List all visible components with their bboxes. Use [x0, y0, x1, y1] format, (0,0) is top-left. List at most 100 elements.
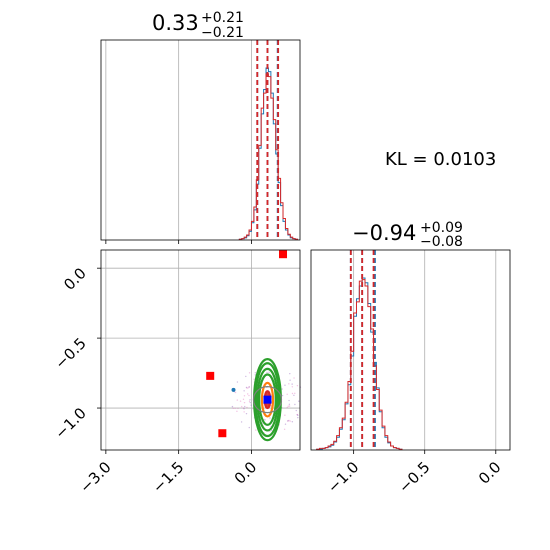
- sample-point: [236, 381, 239, 383]
- kl-annotation: KL = 0.0103: [385, 149, 496, 170]
- sample-point: [269, 430, 271, 433]
- sample-point: [283, 428, 286, 430]
- panel-frame: [100, 39, 301, 241]
- y-tick-label: −0.5: [51, 334, 89, 372]
- histogram-series-0: [316, 277, 403, 450]
- x-tick-label: 0.0: [475, 458, 505, 488]
- sample-point: [286, 406, 288, 409]
- contour-level: [254, 362, 281, 438]
- sample-point: [246, 393, 249, 395]
- sample-point: [296, 414, 298, 416]
- sample-point: [248, 386, 250, 388]
- title-param1-plus: +0.09: [420, 220, 463, 236]
- panel-frame: [310, 249, 511, 451]
- x-tick-label: −1.0: [324, 458, 362, 496]
- sample-point: [281, 388, 283, 390]
- x-tick-label: 0.0: [231, 458, 261, 488]
- contour-level: [258, 373, 277, 426]
- sample-point: [239, 400, 242, 402]
- marker-blue-square: [263, 395, 272, 404]
- sample-point: [289, 372, 291, 375]
- contour-level: [253, 357, 282, 442]
- sample-point: [294, 403, 296, 406]
- sample-point: [287, 420, 289, 422]
- sample-point: [246, 406, 248, 409]
- sample-point: [236, 399, 239, 401]
- marker-red-square: [279, 250, 288, 259]
- sample-point: [234, 391, 237, 394]
- marker-red-square: [218, 429, 227, 438]
- sample-point: [240, 421, 243, 423]
- sample-point: [242, 407, 245, 409]
- sample-point: [249, 401, 251, 404]
- sample-point: [291, 392, 294, 395]
- title-param1-median: −0.94: [352, 221, 416, 245]
- sample-point: [298, 400, 300, 402]
- sample-point: [249, 399, 251, 401]
- sample-point: [243, 395, 246, 397]
- x-tick-label: −1.5: [149, 458, 187, 496]
- marker-red-square: [206, 371, 215, 380]
- sample-point: [284, 384, 286, 386]
- panel-frame: [100, 249, 301, 451]
- sample-point: [287, 420, 289, 422]
- histogram-panel-param1: −1.0 −0.5 0.0: [310, 249, 511, 497]
- sample-point: [287, 405, 289, 407]
- sample-point: [284, 423, 287, 425]
- sample-point: [255, 429, 257, 431]
- sample-point: [286, 393, 288, 395]
- sample-point: [291, 421, 294, 423]
- sample-point: [253, 378, 255, 380]
- sample-point: [243, 390, 245, 392]
- sample-point: [245, 386, 248, 389]
- title-param1-minus: −0.08: [420, 234, 463, 250]
- sample-point: [270, 429, 273, 432]
- contour-level: [252, 386, 283, 414]
- sample-point: [246, 387, 248, 389]
- y-tick-label: 0.0: [60, 264, 90, 294]
- x-tick-label: −3.0: [76, 458, 114, 496]
- sample-point: [248, 400, 251, 402]
- sample-point: [248, 426, 250, 429]
- sample-point: [245, 375, 247, 378]
- sample-point: [243, 408, 245, 410]
- sample-point: [237, 407, 239, 410]
- sample-point: [289, 420, 291, 422]
- sample-point: [241, 405, 243, 408]
- sample-point: [232, 407, 234, 409]
- sample-point: [288, 419, 290, 422]
- sample-point: [288, 399, 290, 402]
- sample-point: [296, 384, 299, 387]
- sample-point: [289, 379, 291, 381]
- sample-point: [245, 412, 248, 415]
- sample-point: [243, 401, 246, 404]
- marker-teal-point: [231, 387, 236, 392]
- scatter-panel-param0-param1: −3.0 −1.5 0.0 0.0 −0.5 −1.0: [51, 249, 302, 497]
- sample-point: [254, 372, 257, 374]
- sample-point: [234, 407, 236, 409]
- sample-point: [264, 419, 266, 421]
- sample-point: [291, 383, 293, 385]
- contour-level: [256, 367, 279, 432]
- title-param0-median: 0.33: [152, 11, 199, 35]
- sample-point: [248, 394, 250, 397]
- sample-point: [248, 385, 250, 388]
- sample-point: [248, 372, 251, 374]
- sample-point: [254, 374, 257, 376]
- sample-point: [242, 398, 245, 401]
- title-param0-plus: +0.21: [201, 10, 244, 26]
- sample-point: [284, 414, 286, 416]
- sample-point: [250, 404, 252, 406]
- sample-point: [293, 377, 295, 379]
- sample-point: [266, 371, 268, 374]
- sample-point: [244, 405, 246, 408]
- sample-point: [296, 413, 299, 416]
- histogram-series-1: [238, 73, 299, 240]
- sample-point: [293, 394, 295, 397]
- sample-point: [231, 405, 234, 408]
- x-tick-label: −0.5: [395, 458, 433, 496]
- sample-point: [243, 411, 245, 413]
- sample-point: [297, 416, 299, 419]
- sample-point: [297, 414, 299, 417]
